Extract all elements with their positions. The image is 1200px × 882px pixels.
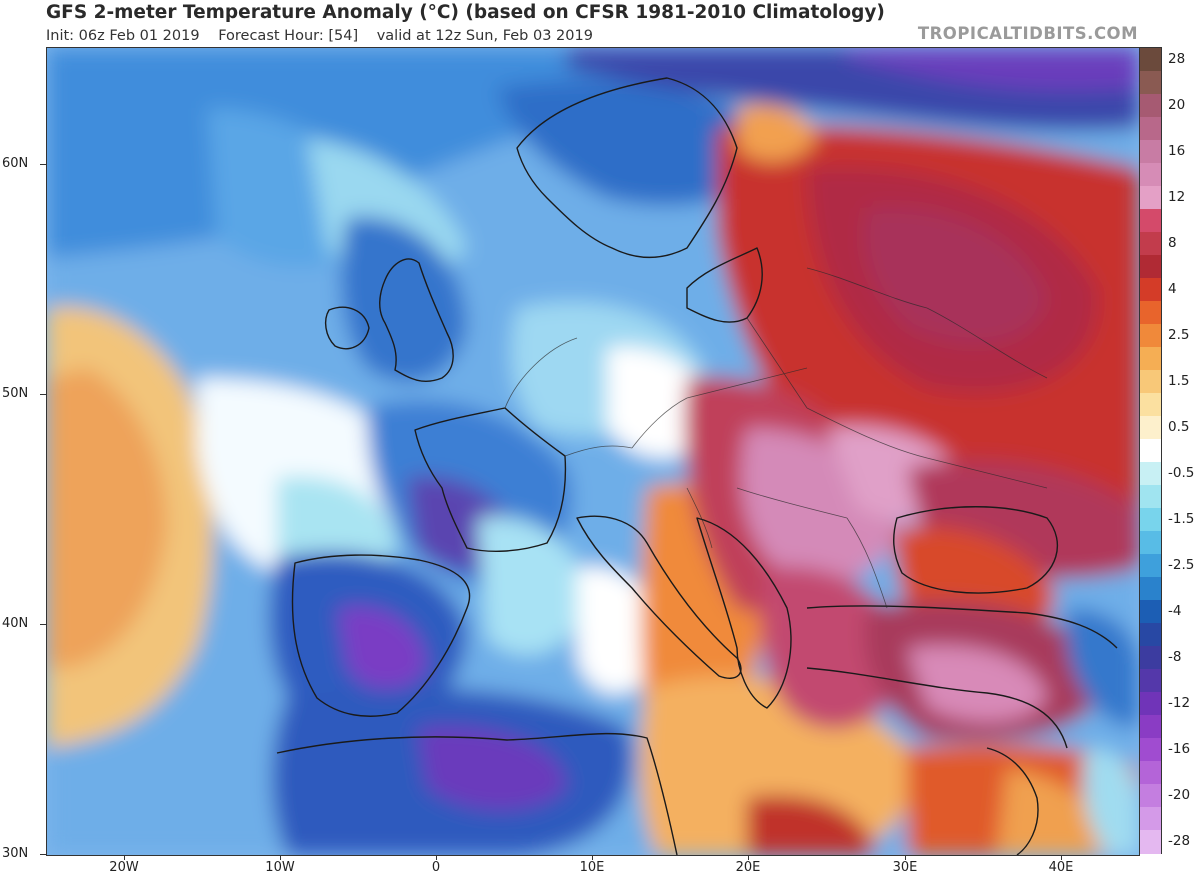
lat-tick-40n (40, 624, 46, 625)
lat-label-50n: 50N (2, 386, 29, 401)
forecast-info: Init: 06z Feb 01 2019 Forecast Hour: [54… (46, 28, 607, 44)
color-scale-segment (1140, 554, 1161, 578)
lon-label-30e: 30E (892, 860, 918, 875)
lon-tick-20w (124, 855, 125, 860)
color-scale-label: 1.5 (1168, 372, 1190, 389)
lon-label-10e: 10E (579, 860, 605, 875)
map-title: GFS 2-meter Temperature Anomaly (°C) (ba… (46, 2, 885, 23)
color-scale-label: -28 (1168, 832, 1191, 849)
color-scale-segment (1140, 669, 1161, 693)
color-scale-segment (1140, 600, 1161, 624)
anomaly-map[interactable] (46, 47, 1140, 856)
lon-label-20e: 20E (735, 860, 761, 875)
color-scale-segment (1140, 807, 1161, 831)
color-scale-label: 12 (1168, 188, 1186, 205)
color-scale-segment (1140, 715, 1161, 739)
color-scale-label: 4 (1168, 280, 1177, 297)
color-scale-segment (1140, 209, 1161, 233)
map-canvas (47, 48, 1139, 855)
lon-tick-20e (748, 855, 749, 860)
color-scale-segment (1140, 71, 1161, 95)
color-scale-segment (1140, 393, 1161, 417)
color-scale-segment (1140, 301, 1161, 325)
color-scale-label: 8 (1168, 234, 1177, 251)
lon-tick-10w (280, 855, 281, 860)
color-scale-segment (1140, 623, 1161, 647)
color-scale-segment (1140, 784, 1161, 808)
color-scale-segment (1140, 692, 1161, 716)
color-scale-label: -4 (1168, 602, 1182, 619)
lon-tick-0 (436, 855, 437, 860)
color-scale-segment (1140, 485, 1161, 509)
valid-time: valid at 12z Sun, Feb 03 2019 (376, 28, 593, 44)
forecast-hour: Forecast Hour: [54] (218, 28, 359, 44)
lon-tick-10e (592, 855, 593, 860)
color-scale-label: 2.5 (1168, 326, 1190, 343)
lat-label-60n: 60N (2, 156, 29, 171)
color-scale-segment (1140, 117, 1161, 141)
brand-watermark: TROPICALTIDBITS.COM (917, 24, 1138, 43)
color-scale-segment (1140, 324, 1161, 348)
color-scale-label: 16 (1168, 142, 1186, 159)
country-borders (504, 267, 1048, 609)
lat-tick-50n (40, 394, 46, 395)
lat-tick-60n (40, 164, 46, 165)
color-scale-label: -12 (1168, 694, 1191, 711)
color-scale-segment (1140, 439, 1161, 463)
color-scale-label: -20 (1168, 786, 1191, 803)
init-time: Init: 06z Feb 01 2019 (46, 28, 200, 44)
color-scale-segment (1140, 278, 1161, 302)
color-scale-segment (1140, 646, 1161, 670)
color-scale-label: -0.5 (1168, 464, 1195, 481)
color-scale-label: -2.5 (1168, 556, 1195, 573)
lon-label-0: 0 (431, 860, 441, 875)
color-scale-bar (1139, 47, 1162, 854)
color-scale-segment (1140, 830, 1161, 854)
color-scale-segment (1140, 255, 1161, 279)
color-scale-segment (1140, 140, 1161, 164)
color-scale-segment (1140, 761, 1161, 785)
color-scale-segment (1140, 163, 1161, 187)
color-scale-segment (1140, 508, 1161, 532)
anomaly-field (47, 48, 1139, 855)
lon-label-10w: 10W (265, 860, 295, 875)
lon-label-40e: 40E (1048, 860, 1074, 875)
color-scale-label: -16 (1168, 740, 1191, 757)
lon-label-20w: 20W (109, 860, 139, 875)
color-scale-segment (1140, 347, 1161, 371)
color-scale-label: -1.5 (1168, 510, 1195, 527)
color-scale-segment (1140, 462, 1161, 486)
lat-label-40n: 40N (2, 616, 29, 631)
color-scale-label: 20 (1168, 96, 1186, 113)
lat-label-30n: 30N (2, 846, 29, 861)
lat-tick-30n (40, 854, 46, 855)
color-scale-segment (1140, 48, 1161, 72)
lon-tick-40e (1061, 855, 1062, 860)
color-scale-segment (1140, 94, 1161, 118)
color-scale-label: -8 (1168, 648, 1182, 665)
lon-tick-30e (905, 855, 906, 860)
color-scale-segment (1140, 186, 1161, 210)
color-scale-segment (1140, 232, 1161, 256)
color-scale-segment (1140, 738, 1161, 762)
color-scale-label: 28 (1168, 50, 1186, 67)
color-scale-segment (1140, 577, 1161, 601)
color-scale-segment (1140, 416, 1161, 440)
color-scale-label: 0.5 (1168, 418, 1190, 435)
color-scale-segment (1140, 370, 1161, 394)
coastlines (276, 77, 1118, 855)
color-scale-segment (1140, 531, 1161, 555)
